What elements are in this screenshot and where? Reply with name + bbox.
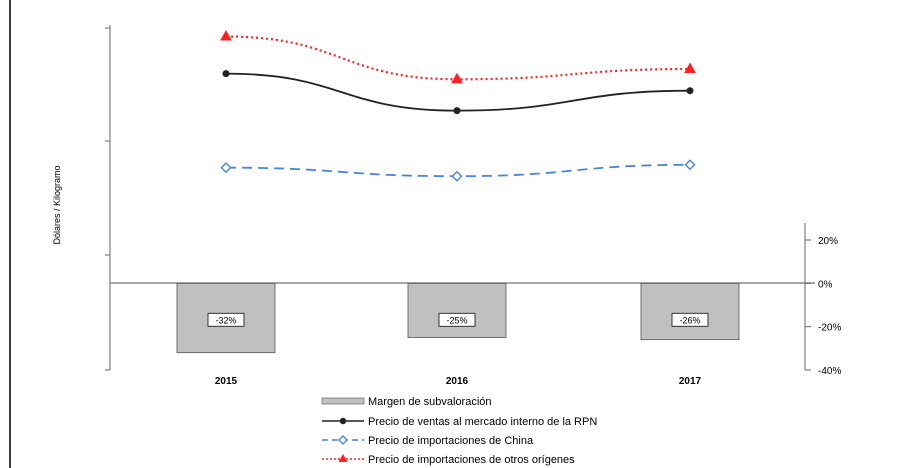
data-point: [684, 62, 696, 74]
y2-tick-label: 0%: [818, 279, 833, 290]
x-tick-label: 2017: [679, 376, 702, 387]
data-point: [686, 87, 694, 95]
legend-marker: [338, 454, 348, 462]
data-point: [451, 72, 463, 84]
bar: [407, 282, 507, 338]
line-series: [220, 30, 696, 182]
series-line: [225, 35, 691, 81]
legend-marker: [339, 417, 347, 425]
data-label: -32%: [215, 315, 236, 325]
x-tick-label: 2015: [215, 376, 238, 387]
data-label: -25%: [446, 315, 467, 325]
data-point: [220, 162, 232, 174]
y2-tick-label: -40%: [818, 366, 841, 377]
y2-tick-label: 20%: [818, 236, 838, 247]
y-axis-label: Dólares / Kilogramo: [52, 165, 62, 244]
data-point: [220, 30, 232, 41]
legend-label: Precio de ventas al mercado interno de l…: [368, 416, 597, 428]
data-label-box: [671, 312, 709, 327]
y2-tick-label: -20%: [818, 323, 841, 334]
data-point: [222, 70, 230, 78]
legend: Margen de subvaloración Precio de ventas …: [321, 396, 597, 466]
legend-marker: [338, 435, 348, 445]
data-label-box: [438, 312, 476, 327]
data-point: [684, 159, 696, 171]
legend-label: Margen de subvaloración: [368, 396, 492, 408]
data-label-box: [207, 312, 245, 327]
bar: [640, 282, 740, 341]
data-label: -26%: [679, 315, 700, 325]
right-axis-ticks: 20% 0% -20% -40%: [805, 236, 841, 377]
legend-label: Precio de importaciones de China: [368, 435, 534, 447]
x-axis-ticks: 2015 2016 2017: [215, 376, 702, 387]
data-point: [451, 170, 463, 182]
legend-swatch: [321, 397, 365, 405]
legend-label: Precio de importaciones de otros orígene…: [368, 454, 575, 466]
data-point: [453, 107, 461, 115]
bar-series: -32% -25% -26%: [176, 282, 740, 354]
x-tick-label: 2016: [446, 376, 469, 387]
